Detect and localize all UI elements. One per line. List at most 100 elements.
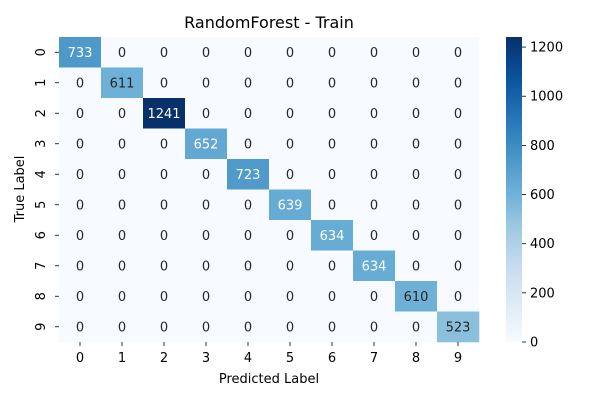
cell-value-label: 634	[320, 229, 345, 244]
colorbar	[506, 37, 522, 342]
heatmap-cell	[311, 159, 354, 190]
heatmap-cell	[269, 37, 312, 68]
heatmap-cell	[353, 67, 396, 99]
cell-value-label: 0	[370, 76, 378, 91]
cell-value-label: 639	[278, 198, 303, 213]
x-tick-label: 0	[76, 351, 84, 366]
cell-value-label: 0	[160, 229, 168, 244]
colorbar-tick-label: 200	[530, 286, 555, 301]
x-tick-label: 3	[202, 351, 210, 366]
cell-value-label: 0	[370, 46, 378, 61]
cell-value-label: 0	[160, 76, 168, 91]
cell-value-label: 0	[328, 290, 336, 305]
cell-value-label: 0	[118, 198, 126, 213]
colorbar-tick-label: 600	[530, 188, 555, 203]
heatmap-cell	[269, 128, 312, 160]
chart-title: RandomForest - Train	[184, 13, 354, 32]
y-axis-label: True Label	[13, 156, 28, 224]
cell-value-label: 0	[286, 320, 294, 335]
heatmap-cell	[59, 189, 102, 221]
cell-value-label: 0	[286, 76, 294, 91]
cell-value-label: 0	[202, 229, 210, 244]
heatmap-cell	[101, 189, 144, 221]
cell-value-label: 0	[286, 137, 294, 152]
cell-value-label: 733	[68, 46, 93, 61]
heatmap-cell	[395, 250, 438, 282]
heatmap-cell	[227, 37, 270, 68]
cell-value-label: 0	[370, 198, 378, 213]
heatmap-cell	[437, 281, 480, 312]
cell-value-label: 0	[454, 46, 462, 61]
cell-value-label: 0	[328, 168, 336, 183]
y-tick-label: 0	[34, 48, 49, 56]
heatmap-cell	[227, 311, 270, 343]
cell-value-label: 0	[202, 168, 210, 183]
heatmap-cell	[311, 67, 354, 99]
cell-value-label: 0	[328, 76, 336, 91]
heatmap-cell	[185, 281, 228, 312]
cell-value-label: 0	[454, 107, 462, 122]
cell-value-label: 0	[160, 46, 168, 61]
cell-value-label: 0	[370, 229, 378, 244]
cell-value-label: 0	[160, 168, 168, 183]
heatmap-cell	[227, 189, 270, 221]
cell-value-label: 0	[202, 259, 210, 274]
heatmap-cell	[395, 281, 438, 312]
heatmap-cell	[185, 311, 228, 343]
cell-value-label: 0	[412, 320, 420, 335]
cell-value-label: 0	[244, 290, 252, 305]
cell-value-label: 0	[370, 290, 378, 305]
cell-value-label: 634	[362, 259, 387, 274]
heatmap-cell	[437, 220, 480, 251]
heatmap-cell	[437, 311, 480, 343]
heatmap-cell	[437, 128, 480, 160]
heatmap-cell	[185, 37, 228, 68]
cell-value-label: 0	[202, 107, 210, 122]
heatmap-cell	[353, 189, 396, 221]
cell-value-label: 0	[76, 107, 84, 122]
cell-value-label: 0	[118, 137, 126, 152]
x-tick-label: 6	[328, 351, 336, 366]
heatmap-cell	[311, 189, 354, 221]
colorbar-ticks: 0 200 400 600 800 1000 1200	[522, 41, 563, 351]
heatmap-cell	[101, 159, 144, 190]
heatmap-cell	[143, 67, 186, 99]
cell-value-label: 0	[160, 137, 168, 152]
cell-value-label: 723	[236, 168, 261, 183]
heatmap-cell	[269, 220, 312, 251]
heatmap-cell	[437, 159, 480, 190]
heatmap-cell	[185, 128, 228, 160]
heatmap-cell	[59, 250, 102, 282]
heatmap-cell	[269, 67, 312, 99]
x-tick-label: 9	[454, 351, 462, 366]
heatmap-cell	[185, 67, 228, 99]
heatmap-cell	[437, 250, 480, 282]
heatmap-cell	[143, 311, 186, 343]
cell-value-label: 0	[244, 107, 252, 122]
colorbar-tick-label: 800	[530, 139, 555, 154]
cell-value-label: 0	[202, 320, 210, 335]
cell-value-label: 0	[118, 107, 126, 122]
x-tick-label: 4	[244, 351, 252, 366]
cell-value-label: 0	[412, 137, 420, 152]
cell-value-label: 0	[202, 198, 210, 213]
heatmap-cell	[185, 98, 228, 129]
heatmap-cell	[143, 159, 186, 190]
heatmap-cell	[311, 98, 354, 129]
y-tick-label: 2	[34, 109, 49, 117]
cell-value-label: 0	[76, 290, 84, 305]
heatmap-cell	[353, 220, 396, 251]
heatmap-cell	[311, 250, 354, 282]
heatmap-cell	[227, 67, 270, 99]
heatmap-cell	[395, 128, 438, 160]
x-tick-label: 8	[412, 351, 420, 366]
y-tick-label: 1	[34, 79, 49, 87]
heatmap-cell	[227, 220, 270, 251]
cell-value-label: 0	[76, 76, 84, 91]
cell-value-label: 0	[76, 320, 84, 335]
heatmap-cell	[101, 128, 144, 160]
cell-value-label: 0	[244, 76, 252, 91]
heatmap-cell	[143, 220, 186, 251]
cell-value-label: 0	[202, 46, 210, 61]
cell-value-label: 0	[286, 46, 294, 61]
